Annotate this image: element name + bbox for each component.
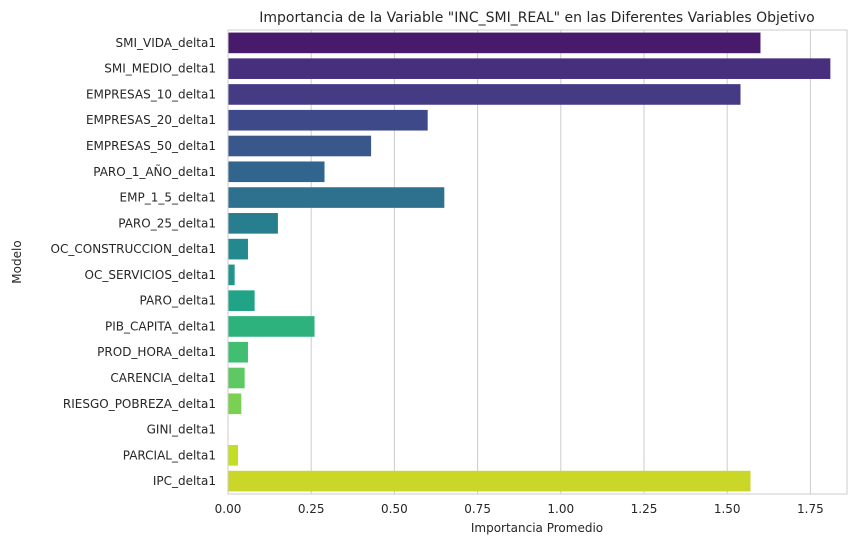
- y-tick-label: PIB_CAPITA_delta1: [105, 319, 216, 333]
- chart-title: Importancia de la Variable "INC_SMI_REAL…: [259, 10, 815, 26]
- bar: [228, 58, 831, 79]
- bar: [228, 213, 278, 234]
- y-tick-label: EMPRESAS_50_delta1: [86, 139, 216, 153]
- x-tick-label: 0.00: [215, 502, 242, 516]
- bar: [228, 316, 315, 337]
- y-tick-label: EMPRESAS_20_delta1: [86, 113, 216, 127]
- y-tick-label: CARENCIA_delta1: [110, 371, 216, 385]
- x-tick-label: 0.50: [381, 502, 408, 516]
- y-tick-labels: SMI_VIDA_delta1 SMI_MEDIO_delta1 EMPRESAS_…: [51, 36, 216, 488]
- y-tick-label: GINI_delta1: [147, 423, 216, 437]
- grid-lines: [227, 30, 811, 494]
- y-tick-label: SMI_MEDIO_delta1: [104, 62, 216, 76]
- bar: [228, 367, 245, 389]
- bar: [228, 290, 255, 311]
- bars: [228, 32, 831, 492]
- x-tick-label: 0.75: [464, 502, 491, 516]
- bar: [228, 161, 325, 183]
- x-tick-label: 1.75: [797, 502, 824, 516]
- x-tick-labels: 0.00 0.25 0.50 0.75 1.00 1.25 1.50 1.75: [215, 502, 824, 516]
- y-tick-label: EMP_1_5_delta1: [120, 191, 216, 205]
- x-tick-label: 1.50: [714, 502, 741, 516]
- bar: [228, 445, 238, 466]
- y-tick-label: PROD_HORA_delta1: [97, 345, 216, 359]
- plot-frame: [227, 29, 848, 495]
- y-tick-label: PARO_delta1: [140, 294, 217, 308]
- y-tick-label: PARO_25_delta1: [118, 216, 216, 230]
- bar: [228, 393, 242, 415]
- bar: [228, 109, 428, 131]
- y-tick-label: OC_CONSTRUCCION_delta1: [51, 242, 216, 256]
- y-tick-label: PARCIAL_delta1: [123, 448, 216, 462]
- y-tick-label: EMPRESAS_10_delta1: [86, 87, 216, 101]
- y-tick-label: RIESGO_POBREZA_delta1: [63, 397, 216, 411]
- y-axis-label: Modelo: [10, 240, 24, 283]
- bar: [228, 84, 741, 105]
- x-tick-label: 1.00: [547, 502, 574, 516]
- y-tick-label: PARO_1_AÑO_delta1: [93, 164, 216, 179]
- bar: [228, 470, 751, 492]
- bar: [228, 264, 235, 286]
- y-tick-label: OC_SERVICIOS_delta1: [85, 268, 216, 282]
- bar: [228, 187, 445, 208]
- bar: [228, 238, 248, 260]
- x-axis-label: Importancia Promedio: [471, 521, 603, 535]
- y-tick-label: IPC_delta1: [153, 474, 216, 488]
- x-tick-label: 1.25: [631, 502, 658, 516]
- y-tick-label: SMI_VIDA_delta1: [115, 36, 216, 50]
- bar: [228, 135, 372, 157]
- x-tick-label: 0.25: [298, 502, 325, 516]
- bar: [228, 341, 248, 363]
- bar: [228, 32, 761, 54]
